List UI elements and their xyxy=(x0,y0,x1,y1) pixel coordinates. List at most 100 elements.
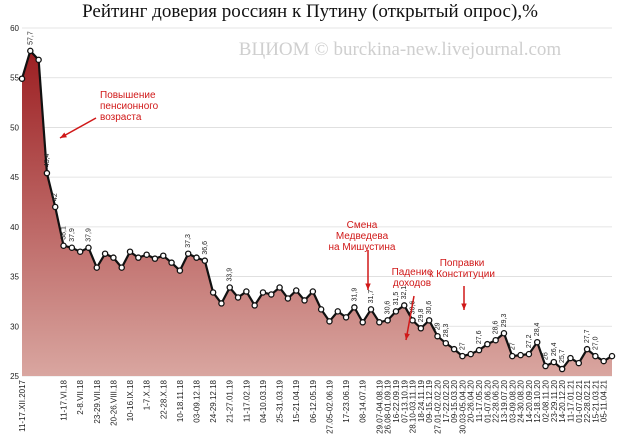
data-label: 29,3 xyxy=(501,314,508,328)
x-tick-label: 17-23.06.19 xyxy=(342,379,351,422)
point xyxy=(517,351,524,359)
data-label: 33,9 xyxy=(227,268,234,282)
point xyxy=(18,75,26,82)
y-tick-label: 40 xyxy=(10,223,19,232)
x-tick-label: 22-28.X.18 xyxy=(159,379,168,419)
point xyxy=(392,308,400,315)
x-tick-label: 07-13.10.19 xyxy=(400,379,409,422)
point xyxy=(135,254,142,261)
x-tick-label: 11-17.VI.18 xyxy=(60,379,69,420)
point xyxy=(351,304,358,311)
point xyxy=(334,308,342,315)
point xyxy=(226,284,233,291)
x-tick-label: 25-31.03.19 xyxy=(276,379,285,422)
point xyxy=(193,254,200,261)
point xyxy=(459,352,466,360)
data-label: 30,6 xyxy=(410,301,417,315)
x-tick-label: 11-17.XII.2017 xyxy=(18,379,27,431)
x-tick-label: 27.01-02.02.20 xyxy=(433,379,442,433)
point xyxy=(93,264,101,271)
data-label: 29,8 xyxy=(418,309,425,323)
data-label: 28,3 xyxy=(443,323,450,337)
point xyxy=(35,56,42,64)
point xyxy=(409,317,416,324)
y-tick-label: 50 xyxy=(10,123,19,132)
point xyxy=(467,350,474,358)
x-tick-label: 23-29.11.20 xyxy=(550,379,559,422)
data-label: 36,6 xyxy=(202,241,209,255)
x-tick-label: 10-16.IX.18 xyxy=(126,379,135,421)
point xyxy=(608,352,616,360)
x-tick-label: 27.05-02.06.19 xyxy=(325,379,334,433)
point xyxy=(525,350,533,358)
data-label: 30,6 xyxy=(385,301,392,315)
y-tick-label: 25 xyxy=(10,372,19,381)
data-label: 45,4 xyxy=(44,153,51,167)
point xyxy=(259,289,267,296)
data-label: 27 xyxy=(459,342,466,350)
point xyxy=(251,302,258,309)
point xyxy=(450,345,458,353)
point xyxy=(101,250,109,257)
data-label: 26 xyxy=(543,352,550,360)
point xyxy=(151,255,159,262)
arrow-head xyxy=(60,132,67,138)
annotation: Падение xyxy=(392,267,433,278)
point xyxy=(567,354,574,362)
point xyxy=(51,203,59,211)
x-tick-label: 11-17.01.21 xyxy=(566,379,575,422)
data-label: 27,7 xyxy=(584,329,591,343)
watermark: ВЦИОМ © burckina-new.livejournal.com xyxy=(239,39,562,60)
point xyxy=(209,289,217,296)
arrow-head xyxy=(404,333,410,340)
annotation: возраста xyxy=(100,112,142,123)
x-tick-label: 21-27.01.19 xyxy=(226,379,235,422)
point xyxy=(160,252,167,259)
point xyxy=(326,318,333,325)
x-tick-label: 02-08.11.20 xyxy=(542,379,551,422)
point xyxy=(276,284,283,291)
data-label: 37,9 xyxy=(85,228,92,242)
data-label: 27,0 xyxy=(592,336,599,350)
point xyxy=(401,302,408,309)
x-tick-label: 20-26.04.20 xyxy=(467,379,476,422)
x-tick-label: 15-21.03.21 xyxy=(591,379,600,422)
x-tick-label: 17-22.02.20 xyxy=(442,379,451,422)
data-label: 57,7 xyxy=(27,31,34,45)
x-tick-label: 06-12.05.19 xyxy=(309,379,318,422)
x-tick-label: 12-18.10.20 xyxy=(533,379,542,422)
x-tick-label: 04-10.03.19 xyxy=(259,379,268,422)
point xyxy=(434,332,441,340)
annotation: Поправки xyxy=(440,258,485,269)
x-tick-label: 01-07.06.20 xyxy=(483,379,492,422)
x-tick-label: 23-29.VII.18 xyxy=(93,379,102,423)
point xyxy=(284,295,292,302)
point xyxy=(600,357,607,365)
data-label: 30,6 xyxy=(426,301,433,315)
data-label: 31,5 xyxy=(393,292,400,306)
x-tick-label: 22-28.02.21 xyxy=(583,379,592,422)
arrow-head xyxy=(365,283,371,290)
point xyxy=(110,254,117,261)
x-tick-label: 11-17.05.20 xyxy=(475,379,484,422)
point xyxy=(417,325,425,332)
point xyxy=(509,352,516,360)
x-tick-label: 18-24.11.19 xyxy=(417,379,426,422)
point xyxy=(234,294,242,301)
point xyxy=(176,267,184,274)
data-label: 25,7 xyxy=(559,349,566,363)
data-label: 28,6 xyxy=(493,320,500,334)
data-label: 37,9 xyxy=(69,228,76,242)
x-tick-label: 03-09.12.18 xyxy=(193,379,202,422)
y-tick-label: 30 xyxy=(10,322,19,331)
x-tick-label: 14-20.12.20 xyxy=(558,379,567,422)
y-tick-label: 55 xyxy=(10,74,19,83)
point xyxy=(533,338,541,346)
point xyxy=(68,244,76,251)
point xyxy=(583,345,591,353)
x-tick-label: 24-29.12.18 xyxy=(209,379,218,422)
data-label: 42 xyxy=(52,193,59,201)
chart-title: Рейтинг доверия россиян к Путину (открыт… xyxy=(82,1,538,22)
point xyxy=(575,359,583,367)
